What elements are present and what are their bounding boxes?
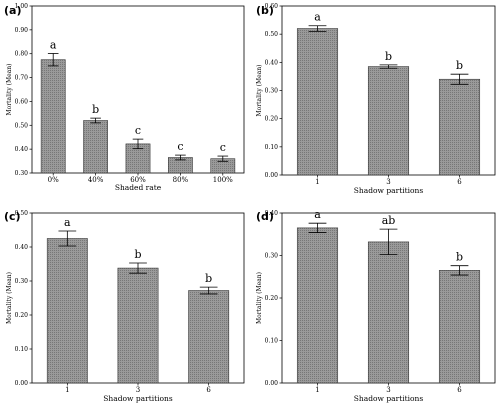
y-tick-label: 0.30 — [15, 170, 29, 177]
x-tick-label: 80% — [173, 176, 189, 184]
panel-label: (d) — [256, 210, 274, 223]
significance-letter: c — [220, 141, 226, 154]
significance-letter: b — [456, 251, 463, 264]
significance-letter: ab — [382, 214, 396, 227]
x-tick-label: 0% — [48, 176, 59, 184]
y-tick-label: 0.50 — [15, 210, 29, 217]
y-tick-label: 0.20 — [265, 295, 279, 302]
x-axis-title: Shadow partitions — [354, 394, 424, 403]
x-tick-label: 6 — [457, 178, 462, 186]
x-axis-title: Shadow partitions — [354, 186, 424, 195]
y-tick-label: 1.00 — [15, 3, 29, 10]
y-tick-label: 0.30 — [265, 88, 279, 95]
y-tick-label: 0.00 — [265, 380, 279, 387]
y-tick-label: 0.10 — [15, 346, 29, 353]
y-tick-label: 0.00 — [15, 380, 29, 387]
significance-letter: b — [385, 50, 392, 63]
x-tick-label: 1 — [65, 386, 69, 394]
x-tick-label: 1 — [315, 386, 319, 394]
panel-label: (c) — [4, 210, 21, 223]
significance-letter: b — [134, 248, 141, 261]
bar — [438, 270, 481, 384]
y-axis-label: Mortality (Mean) — [6, 64, 13, 116]
y-tick-label: 0.30 — [265, 253, 279, 260]
y-tick-label: 0.50 — [265, 31, 279, 38]
x-tick-label: 1 — [315, 178, 319, 186]
y-tick-label: 0.80 — [15, 51, 29, 58]
bar — [46, 238, 88, 384]
x-tick-label: 3 — [386, 178, 390, 186]
significance-letter: b — [456, 59, 463, 72]
significance-letter: c — [177, 140, 183, 153]
bar — [40, 59, 66, 174]
bar — [296, 227, 339, 384]
y-tick-label: 0.60 — [15, 98, 29, 105]
x-tick-label: 100% — [213, 176, 233, 184]
bar — [117, 267, 159, 384]
panel-label: (a) — [4, 4, 21, 17]
significance-letter: b — [92, 103, 99, 116]
bar — [188, 290, 230, 384]
y-tick-label: 0.20 — [15, 312, 29, 319]
y-tick-label: 0.20 — [265, 116, 279, 123]
x-tick-label: 6 — [457, 386, 462, 394]
x-axis-title: Shaded rate — [115, 183, 162, 192]
x-tick-label: 60% — [130, 176, 146, 184]
significance-letter: c — [135, 124, 141, 137]
x-tick-label: 3 — [386, 386, 390, 394]
y-tick-label: 0.10 — [265, 338, 279, 345]
y-tick-label: 0.00 — [265, 172, 279, 179]
significance-letter: a — [50, 38, 57, 51]
y-tick-label: 0.60 — [265, 3, 279, 10]
panel-d: (d) 0.00 0.10 0.20 0.30 0.40 Mortality (Mean) a… — [256, 208, 496, 403]
significance-letter: a — [314, 208, 321, 221]
panel-c: (c) 0.00 0.10 0.20 0.30 0.40 0.50 Mortality (Me… — [4, 210, 245, 403]
y-axis-label: Mortality (Mean) — [256, 65, 263, 117]
panel-b: (b) 0.00 0.10 0.20 0.30 0.40 0.50 0.60 Mortality… — [256, 3, 496, 195]
y-tick-label: 0.40 — [265, 210, 279, 217]
bar — [367, 66, 410, 176]
x-tick-label: 3 — [136, 386, 140, 394]
y-tick-label: 0.40 — [265, 59, 279, 66]
y-tick-label: 0.40 — [15, 244, 29, 251]
x-tick-label: 40% — [88, 176, 104, 184]
significance-letter: a — [314, 11, 321, 24]
significance-letter: a — [64, 216, 71, 229]
y-tick-label: 0.70 — [15, 75, 29, 82]
y-tick-label: 0.40 — [15, 146, 29, 153]
y-axis-label: Mortality (Mean) — [256, 272, 263, 324]
panel-label: (b) — [256, 4, 274, 17]
y-tick-label: 0.10 — [265, 144, 279, 151]
y-axis-label: Mortality (Mean) — [6, 272, 13, 324]
bar — [83, 120, 108, 174]
y-tick-label: 0.50 — [15, 122, 29, 129]
bar — [438, 78, 481, 176]
y-tick-label: 0.30 — [15, 278, 29, 285]
significance-letter: b — [205, 272, 212, 285]
bar — [367, 241, 410, 384]
bar — [296, 28, 339, 176]
x-axis-title: Shadow partitions — [103, 394, 173, 403]
x-tick-label: 6 — [206, 386, 211, 394]
y-tick-label: 0.90 — [15, 27, 29, 34]
panel-a: (a) 0.30 0.40 0.50 0.60 0.70 0.80 0.90 1.00 Morta… — [4, 3, 245, 192]
